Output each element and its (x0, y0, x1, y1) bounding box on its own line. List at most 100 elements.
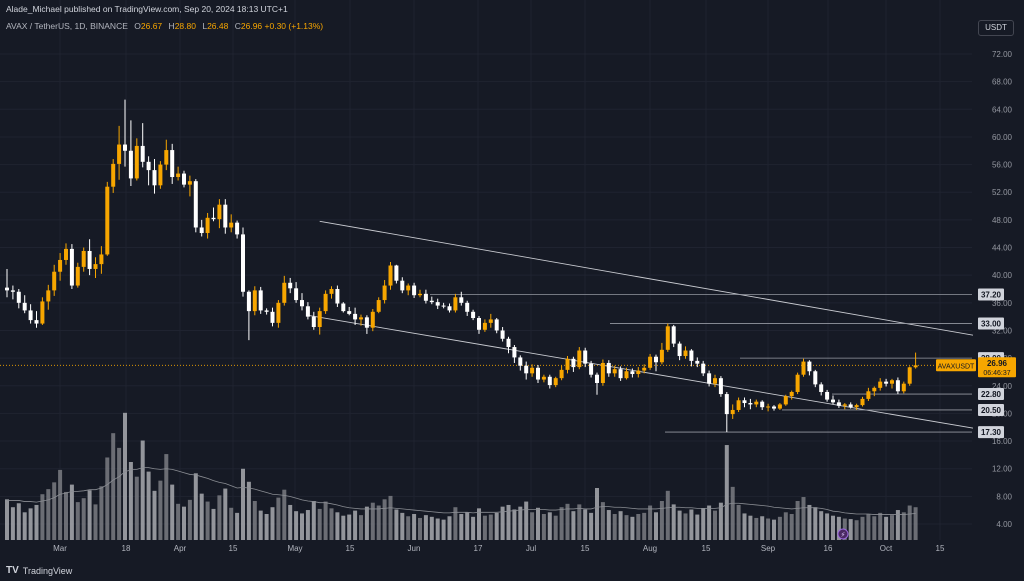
volume-bar (341, 515, 346, 540)
volume-bar (16, 503, 21, 540)
candle-body (146, 161, 151, 171)
candle-body (435, 302, 440, 306)
brand-footer[interactable]: TV TradingView (6, 565, 72, 576)
candle-body (353, 313, 358, 320)
y-tick-label: 72.00 (992, 50, 1013, 59)
volume-bar (459, 514, 464, 540)
ohlc-open: 26.67 (140, 21, 163, 31)
candle-body (252, 290, 257, 312)
candle-body (170, 150, 175, 178)
volume-bar (335, 512, 340, 540)
candle-body (164, 150, 169, 165)
volume-bar (901, 512, 906, 540)
volume-bar (512, 509, 517, 540)
x-tick-label: Sep (761, 544, 776, 553)
x-tick-label: Jun (408, 544, 421, 553)
candle-body (648, 356, 653, 368)
volume-bar (347, 514, 352, 540)
volume-bar (695, 514, 700, 540)
symbol-name[interactable]: AVAX / TetherUS, 1D, BINANCE (6, 21, 128, 31)
volume-bar (724, 445, 729, 540)
candle-body (152, 170, 157, 186)
price-labels: 37.2033.0028.0022.8020.5017.30AVAXUSDT26… (837, 288, 1016, 540)
candle-body (754, 401, 759, 405)
volume-bars (5, 412, 918, 540)
volume-bar (618, 511, 623, 540)
y-tick-label: 32.00 (992, 326, 1013, 335)
candle-body (235, 222, 240, 235)
volume-bar (872, 516, 877, 540)
volume-bar (93, 504, 98, 540)
candle-body (689, 350, 694, 361)
volume-bar (87, 490, 92, 540)
volume-bar (742, 513, 747, 540)
candle-body (825, 391, 830, 400)
lightning-icon (837, 528, 849, 540)
candle-body (748, 403, 753, 405)
volume-bar (164, 454, 169, 540)
volume-bar (246, 481, 251, 540)
volume-bar (783, 512, 788, 540)
candle-body (895, 380, 900, 392)
volume-bar (718, 502, 723, 540)
volume-bar (28, 508, 33, 540)
volume-bar (182, 506, 186, 540)
candle-body (760, 401, 765, 408)
candle-body (400, 280, 405, 291)
volume-bar (276, 497, 281, 540)
volume-bar (772, 519, 776, 540)
ohlc-high: 28.80 (174, 21, 196, 31)
candle-body (140, 145, 145, 162)
volume-bar (536, 507, 540, 540)
candle-body (695, 360, 700, 364)
candle-body (488, 319, 493, 323)
volume-bar (565, 503, 570, 540)
volume-bar (642, 512, 647, 540)
candle-body (276, 302, 281, 323)
candle-body (854, 405, 859, 408)
candle-body (547, 376, 552, 386)
volume-bar (730, 486, 735, 540)
volume-bar (270, 507, 275, 540)
volume-ma-line (7, 467, 916, 515)
horizontal-levels (0, 294, 972, 433)
volume-bar (494, 512, 499, 540)
volume-bar (364, 506, 369, 540)
volume-bar (760, 516, 765, 540)
candle-body (81, 250, 86, 267)
candle-body (394, 265, 399, 281)
currency-button[interactable]: USDT (978, 20, 1014, 36)
volume-bar (600, 502, 605, 540)
candle-body (317, 311, 322, 328)
candle-body (477, 318, 481, 330)
candle-body (69, 248, 74, 286)
volume-bar (907, 505, 912, 540)
x-tick-label: May (287, 544, 302, 553)
x-tick-label: Mar (53, 544, 67, 553)
volume-bar (418, 517, 422, 540)
candle-body (412, 285, 417, 296)
y-tick-label: 68.00 (992, 78, 1013, 87)
candle-body (99, 254, 104, 265)
candle-body (193, 181, 198, 228)
published-line: Alade_Michael published on TradingView.c… (6, 4, 288, 14)
candle-body (359, 317, 363, 320)
volume-bar (807, 504, 812, 540)
candle-body (376, 300, 381, 312)
x-tick-label: 17 (474, 544, 483, 553)
candle-body (624, 371, 629, 379)
candle-body (123, 144, 127, 151)
candle-body (831, 399, 835, 403)
symbol-legend[interactable]: AVAX / TetherUS, 1D, BINANCE O26.67 H28.… (6, 21, 323, 31)
volume-bar (441, 519, 446, 540)
ohlc-high-label: H (168, 21, 175, 31)
volume-bar (813, 507, 818, 540)
volume-bar (482, 515, 487, 540)
volume-bar (789, 514, 794, 540)
candle-body (105, 186, 110, 255)
candle-body (134, 145, 139, 179)
time-axis[interactable]: Mar 18 Apr 15 May 15 Jun 17 Jul 15 Aug 15 Sep 16 Oct 15 (53, 544, 945, 553)
volume-bar (353, 510, 358, 540)
volume-bar (229, 507, 234, 540)
volume-bar (10, 507, 15, 540)
